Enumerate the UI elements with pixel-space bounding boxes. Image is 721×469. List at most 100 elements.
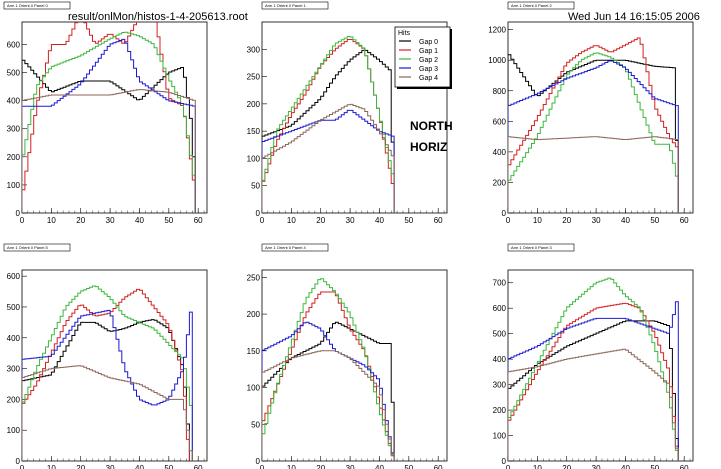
datetime-label: Wed Jun 14 16:15:05 2006 [568, 11, 700, 23]
y-tick-label: 300 [7, 365, 21, 374]
series-gap-1 [508, 37, 679, 213]
y-tick-label: 600 [493, 117, 507, 126]
y-tick-label: 100 [247, 154, 261, 163]
plot-panel-3: Arm 1 Orient 0 Panel 50 10 20 30 40 50 6001002… [3, 243, 208, 469]
x-tick-label: 10 [533, 464, 542, 469]
y-tick-label: 0 [256, 457, 261, 466]
plot-frame [261, 269, 448, 462]
y-tick-label: 1000 [488, 56, 506, 65]
y-tick-label: 200 [493, 406, 507, 415]
series-gap-0 [508, 320, 679, 461]
plot-panel-4: Arm 1 Orient 0 Panel 4 0 10 20 30 40 50 60 0 50 10… [247, 243, 448, 469]
y-tick-label: 500 [493, 330, 507, 339]
x-tick-label: 40 [375, 464, 384, 469]
y-tick-label: 100 [493, 432, 507, 441]
y-tick-label: 200 [7, 153, 21, 162]
y-tick-label: 100 [7, 426, 21, 435]
y-tick-label: 600 [7, 40, 21, 49]
x-tick-label: 10 [533, 216, 542, 225]
x-tick-label: 20 [316, 464, 325, 469]
y-tick-label: 0 [16, 457, 21, 466]
x-tick-label: 60 [194, 464, 203, 469]
x-tick-label: 0 [506, 464, 511, 469]
series-gap-0 [262, 49, 395, 213]
legend-entry: Gap 4 [419, 75, 438, 82]
x-tick-label: 0 [260, 216, 265, 225]
legend-entry: Gap 3 [419, 66, 438, 73]
plot-panel-1: Arm 1 Orient 0 Panel 1 0 10 20 30 40 50 60 0 50 10… [247, 1, 448, 225]
plot-title: Arm 1 Orient 0 Panel 5 [7, 245, 48, 250]
y-tick-label: 400 [7, 334, 21, 343]
y-tick-label: 100 [247, 384, 261, 393]
series-gap-0 [508, 54, 679, 213]
y-tick-label: 300 [493, 381, 507, 390]
series-gap-4 [262, 103, 395, 213]
y-tick-label: 200 [493, 178, 507, 187]
legend: Hits Gap 0 Gap 1 Gap 2 Gap 3 Gap 4 [394, 26, 452, 89]
y-tick-label: 600 [7, 272, 21, 281]
y-tick-label: 700 [493, 279, 507, 288]
series-gap-3 [262, 321, 395, 461]
y-tick-label: 100 [7, 181, 21, 190]
series-gap-4 [22, 89, 196, 213]
file-label: result/onlMon/histos-1-4-205613.root [68, 11, 248, 23]
series-gap-4 [262, 350, 395, 461]
title-box [261, 1, 329, 10]
plot-title: Arm 1 Orient 0 Panel 4 [265, 245, 306, 250]
series-gap-3 [508, 301, 679, 461]
y-tick-label: 0 [256, 209, 261, 218]
series-gap-4 [508, 136, 679, 213]
series-gap-2 [262, 36, 395, 213]
series-gap-3 [508, 60, 679, 213]
x-tick-label: 60 [434, 464, 443, 469]
orient-annotation: HORIZ [410, 140, 448, 154]
series-gap-2 [262, 278, 395, 461]
x-tick-label: 60 [680, 464, 689, 469]
x-tick-label: 60 [680, 216, 689, 225]
series-gap-1 [262, 39, 395, 213]
x-tick-label: 30 [106, 464, 115, 469]
plot-panel-5: Arm 1 Orient 0 Panel 30 10 20 30 40 50 6001002… [493, 243, 694, 469]
series-gap-3 [22, 309, 193, 461]
series-gap-3 [22, 38, 196, 213]
plot-title: Arm 1 Orient 0 Panel 0 [7, 3, 48, 8]
x-tick-label: 50 [650, 216, 659, 225]
y-tick-label: 400 [493, 148, 507, 157]
x-tick-label: 20 [316, 216, 325, 225]
y-tick-label: 600 [493, 304, 507, 313]
series-gap-4 [22, 365, 193, 461]
y-tick-label: 1200 [488, 26, 506, 35]
series-gap-0 [22, 319, 190, 461]
series-gap-2 [508, 52, 679, 213]
plot-title: Arm 1 Orient 0 Panel 2 [511, 3, 552, 8]
y-tick-label: 0 [16, 209, 21, 218]
series-gap-1 [508, 302, 679, 461]
x-tick-label: 30 [346, 216, 355, 225]
plot-panel-2: Arm 1 Orient 0 Panel 20 10 20 30 40 50 6002004… [488, 1, 694, 225]
y-tick-label: 500 [7, 69, 21, 78]
x-tick-label: 30 [592, 216, 601, 225]
x-tick-label: 50 [404, 464, 413, 469]
x-tick-label: 10 [47, 216, 56, 225]
legend-title: Hits [398, 30, 411, 37]
series-gap-1 [262, 291, 395, 461]
plot-title: Arm 1 Orient 0 Panel 3 [511, 245, 552, 250]
y-tick-label: 500 [7, 303, 21, 312]
x-tick-label: 40 [621, 464, 630, 469]
series-gap-2 [22, 285, 193, 461]
y-tick-label: 0 [502, 457, 507, 466]
title-box [507, 243, 575, 252]
title-box [3, 1, 71, 10]
x-tick-label: 10 [287, 216, 296, 225]
y-tick-label: 800 [493, 87, 507, 96]
plot-frame [21, 269, 208, 462]
x-tick-label: 60 [194, 216, 203, 225]
y-tick-label: 400 [493, 355, 507, 364]
x-tick-label: 50 [404, 216, 413, 225]
x-tick-label: 50 [650, 464, 659, 469]
title-box [261, 243, 329, 252]
y-tick-label: 300 [247, 45, 261, 54]
x-tick-label: 30 [592, 464, 601, 469]
x-tick-label: 30 [346, 464, 355, 469]
